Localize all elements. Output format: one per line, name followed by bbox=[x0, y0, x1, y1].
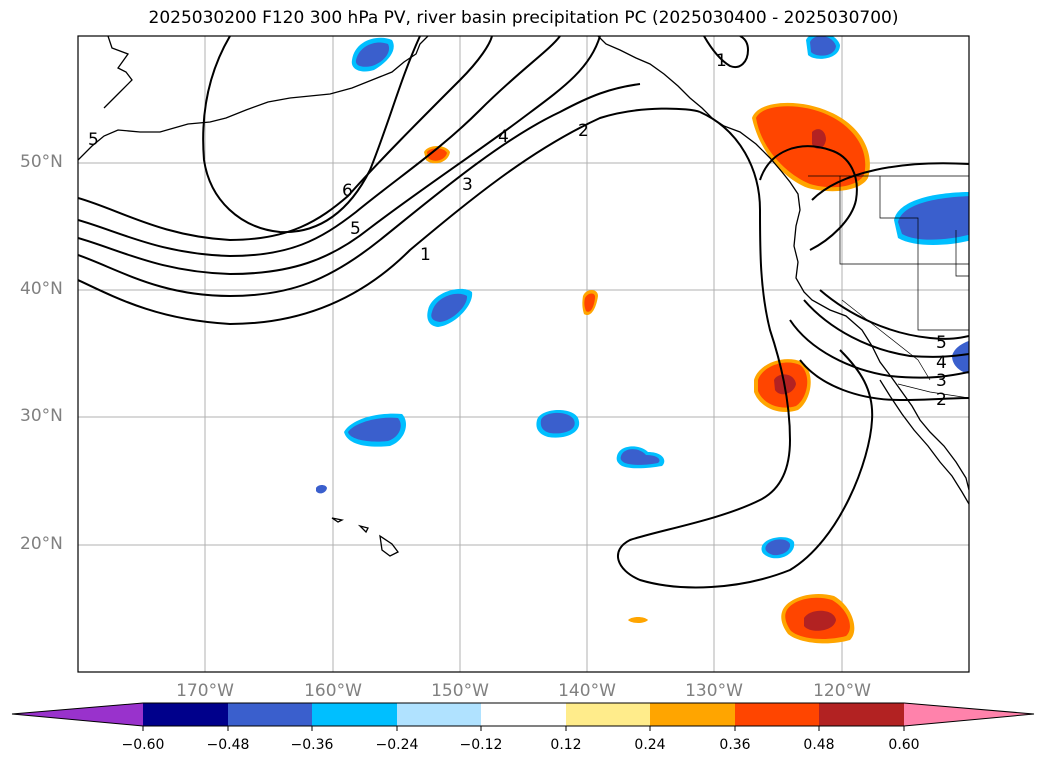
colorbar-label: −0.60 bbox=[121, 737, 165, 753]
state-border bbox=[841, 299, 931, 381]
coastlines bbox=[78, 36, 969, 557]
pos-blob bbox=[584, 293, 596, 312]
colorbar-swatch bbox=[143, 703, 228, 726]
neg-blob bbox=[355, 42, 390, 67]
neg-blob bbox=[316, 485, 327, 494]
colorbar-label: −0.12 bbox=[459, 737, 503, 753]
pv-contour-2c bbox=[799, 359, 969, 402]
colorbar-swatch bbox=[566, 703, 650, 726]
contour-label: 2 bbox=[936, 390, 947, 410]
pos-core bbox=[812, 129, 826, 149]
colorbar-swatch bbox=[735, 703, 819, 726]
siberia-coast bbox=[103, 36, 133, 109]
negative-precip-areas bbox=[316, 36, 969, 559]
baja-peninsula bbox=[879, 379, 969, 505]
pos-blob bbox=[628, 617, 648, 623]
contour-label: 5 bbox=[88, 130, 99, 150]
pv-contour-1 bbox=[78, 107, 701, 326]
contour-label: 6 bbox=[342, 181, 353, 201]
lon-label: 170°W bbox=[176, 681, 234, 701]
map-title: 2025030200 F120 300 hPa PV, river basin … bbox=[148, 8, 899, 28]
state-border bbox=[879, 176, 969, 331]
colorbar-ticks bbox=[142, 726, 905, 731]
pv-contour-4 bbox=[78, 36, 561, 258]
lat-label: 40°N bbox=[20, 279, 63, 299]
lon-label: 130°W bbox=[685, 681, 743, 701]
pv-contour-1c bbox=[703, 36, 750, 68]
contour-label: 1 bbox=[716, 51, 727, 71]
state-border bbox=[839, 176, 969, 265]
state-border bbox=[955, 230, 969, 277]
pv-contour-6 bbox=[202, 36, 421, 234]
pv-contour-2 bbox=[78, 83, 641, 298]
contour-label: 4 bbox=[498, 127, 509, 147]
colorbar-label: 0.36 bbox=[719, 737, 751, 753]
contour-label: 3 bbox=[462, 175, 473, 195]
colorbar-label: 0.24 bbox=[634, 737, 666, 753]
colorbar-swatch bbox=[819, 703, 904, 726]
pv-contour-4c bbox=[803, 299, 969, 358]
contour-labels: 5 6 5 4 3 2 1 1 5 4 3 2 bbox=[88, 51, 947, 410]
pv-contour-5 bbox=[78, 36, 493, 242]
colorbar-extend-min bbox=[12, 703, 143, 726]
neg-blob bbox=[898, 196, 969, 240]
neg-blob bbox=[348, 417, 401, 442]
pv-contour-3 bbox=[78, 36, 601, 276]
neg-blob bbox=[540, 412, 575, 434]
na-west-coast bbox=[597, 36, 969, 491]
lat-label: 30°N bbox=[20, 406, 63, 426]
colorbar-swatch bbox=[397, 703, 481, 726]
lon-label: 140°W bbox=[558, 681, 616, 701]
map-frame bbox=[77, 35, 970, 673]
colorbar-label: 0.60 bbox=[888, 737, 920, 753]
neg-blob bbox=[431, 293, 468, 322]
pv-contours bbox=[78, 36, 969, 589]
colorbar-label: −0.36 bbox=[290, 737, 334, 753]
colorbar-label: −0.24 bbox=[375, 737, 419, 753]
pv-contour-2b bbox=[759, 145, 858, 251]
contour-label: 4 bbox=[936, 353, 947, 373]
colorbar-label: 0.48 bbox=[803, 737, 835, 753]
us-mexico-border bbox=[897, 383, 969, 399]
contour-label: 2 bbox=[578, 121, 589, 141]
neg-blob bbox=[765, 539, 791, 556]
colorbar-label: 0.12 bbox=[550, 737, 582, 753]
lon-label: 120°W bbox=[813, 681, 871, 701]
colorbar-extend-max bbox=[904, 703, 1034, 726]
contour-label: 1 bbox=[420, 245, 431, 265]
colorbar bbox=[11, 702, 1035, 731]
lon-label: 150°W bbox=[431, 681, 489, 701]
pos-core bbox=[804, 610, 836, 631]
lon-label: 160°W bbox=[304, 681, 362, 701]
neg-blob bbox=[810, 36, 836, 56]
contour-label: 3 bbox=[936, 371, 947, 391]
contour-label: 5 bbox=[936, 333, 947, 353]
lat-label: 20°N bbox=[20, 534, 63, 554]
political-borders bbox=[808, 175, 969, 399]
neg-blob bbox=[952, 340, 969, 374]
alaska-coast bbox=[78, 36, 429, 161]
pv-contour-3c bbox=[789, 319, 969, 379]
colorbar-swatch bbox=[228, 703, 312, 726]
colorbar-swatch bbox=[481, 703, 566, 726]
neg-blob bbox=[620, 449, 660, 465]
pv-contour-1b bbox=[617, 111, 874, 589]
pv-contour-2d bbox=[811, 162, 969, 201]
hawaii-islands bbox=[331, 517, 399, 557]
lat-label: 50°N bbox=[20, 152, 63, 172]
colorbar-swatch bbox=[312, 703, 397, 726]
pv-contour-5c bbox=[819, 289, 969, 340]
colorbar-label: −0.48 bbox=[206, 737, 250, 753]
colorbar-swatch bbox=[650, 703, 735, 726]
contour-label: 5 bbox=[350, 219, 361, 239]
